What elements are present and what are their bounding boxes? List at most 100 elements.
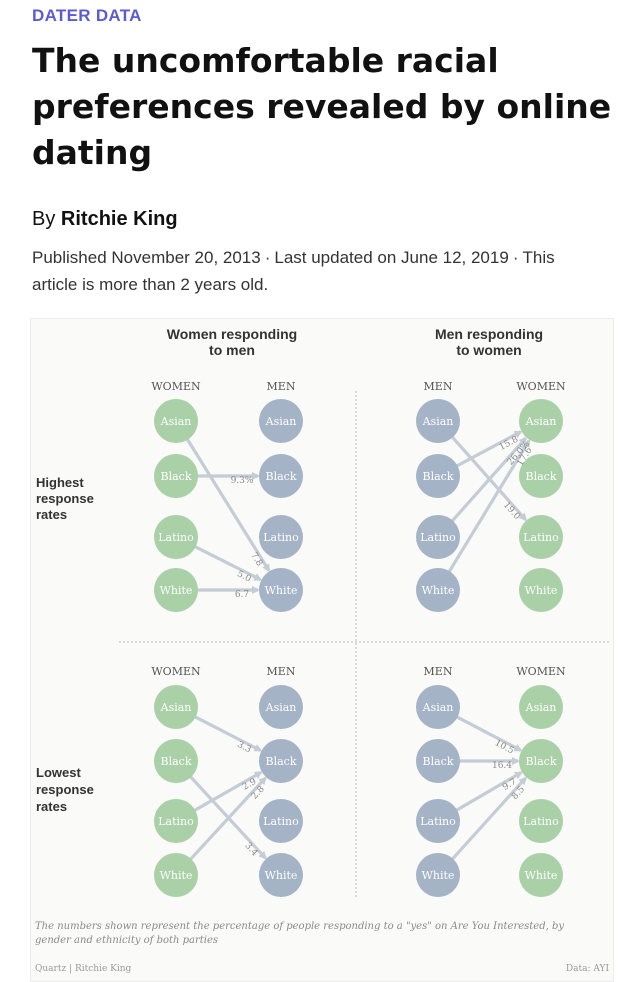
- publish-meta: Published November 20, 2013 · Last updated…: [32, 248, 555, 294]
- node-label: White: [422, 584, 455, 597]
- node-label: Black: [423, 470, 454, 483]
- women-node-asian: [519, 399, 563, 443]
- edge-value-label: 19.0: [501, 500, 522, 522]
- data-source: Data: AYI: [566, 964, 610, 974]
- node-label: Black: [526, 755, 557, 768]
- edge-value-label: 16.4: [492, 761, 512, 771]
- group-label-men: MEN: [267, 380, 296, 393]
- node-label: Black: [423, 755, 454, 768]
- flow-arrow: [454, 714, 523, 752]
- edge-value-label: 3.3: [235, 740, 253, 756]
- flow-arrow: [192, 771, 263, 813]
- published-date: Published November 20, 2013: [32, 248, 261, 267]
- edge-value-label: 10.5: [493, 738, 516, 756]
- node-label: Black: [266, 755, 297, 768]
- node-label: Asian: [160, 415, 192, 428]
- infographic-svg: Asian Black Latino White Asian Black Latino Whi…: [35, 326, 610, 974]
- column-title-left: to men: [209, 342, 255, 358]
- node-label: White: [422, 869, 455, 882]
- row-title-top: response: [36, 491, 94, 506]
- men-node-latino: [416, 799, 460, 843]
- node-label: White: [160, 869, 193, 882]
- women-node-latino: [154, 515, 198, 559]
- men-node-latino: [416, 515, 460, 559]
- byline: By Ritchie King: [32, 208, 178, 231]
- row-title-top: rates: [36, 507, 67, 522]
- men-node-black: [416, 739, 460, 783]
- node-label: Latino: [523, 531, 559, 544]
- section-kicker[interactable]: DATER DATA: [32, 6, 142, 25]
- flow-arrow: [454, 430, 523, 468]
- women-node-black: [519, 454, 563, 498]
- node-label: Asian: [525, 415, 557, 428]
- flow-arrow: [188, 776, 267, 862]
- group-label-men: MEN: [267, 665, 296, 678]
- group-label-men: MEN: [424, 380, 453, 393]
- women-node-black: [154, 739, 198, 783]
- women-node-white: [154, 853, 198, 897]
- edge-value-label: 7.8: [248, 551, 264, 569]
- column-title-left: Women responding: [167, 326, 297, 342]
- node-label: Latino: [420, 815, 456, 828]
- women-node-asian: [154, 399, 198, 443]
- node-label: Black: [266, 470, 297, 483]
- group-label-men: MEN: [424, 665, 453, 678]
- article-age-note: This article is more than 2 years old.: [32, 248, 555, 294]
- node-label: Black: [161, 470, 192, 483]
- author-link[interactable]: Ritchie King: [60, 208, 178, 230]
- byline-prefix: By: [32, 208, 56, 230]
- women-node-latino: [519, 799, 563, 843]
- women-node-white: [154, 568, 198, 612]
- women-node-black: [154, 454, 198, 498]
- group-label-women: WOMEN: [151, 665, 201, 678]
- edge-value-label: 5.0: [235, 569, 253, 585]
- women-node-asian: [154, 685, 198, 729]
- article-title: The uncomfortable racial preferences rev…: [32, 41, 612, 172]
- group-label-women: WOMEN: [516, 665, 566, 678]
- node-label: Asian: [525, 701, 557, 714]
- source-credit: Quartz | Ritchie King: [35, 964, 132, 974]
- node-label: Black: [161, 755, 192, 768]
- men-node-asian: [259, 399, 303, 443]
- men-node-black: [259, 454, 303, 498]
- women-node-white: [519, 853, 563, 897]
- node-label: White: [525, 584, 558, 597]
- node-label: Black: [526, 470, 557, 483]
- node-label: Latino: [263, 531, 299, 544]
- node-label: White: [265, 869, 298, 882]
- row-title-bottom: Lowest: [36, 765, 81, 780]
- women-node-latino: [519, 515, 563, 559]
- node-label: White: [265, 584, 298, 597]
- flow-arrow: [185, 437, 271, 573]
- infographic: Asian Black Latino White Asian Black Latino Whi…: [30, 318, 614, 982]
- node-label: Asian: [265, 415, 297, 428]
- node-label: Latino: [420, 531, 456, 544]
- men-node-white: [259, 568, 303, 612]
- flow-arrow: [447, 438, 531, 574]
- men-node-asian: [416, 685, 460, 729]
- group-label-women: WOMEN: [151, 380, 201, 393]
- updated-date: Last updated on June 12, 2019: [274, 248, 509, 267]
- men-node-black: [416, 454, 460, 498]
- men-node-asian: [416, 399, 460, 443]
- men-node-latino: [259, 515, 303, 559]
- edge-value-label: 6.7: [235, 590, 250, 600]
- men-node-latino: [259, 799, 303, 843]
- group-label-women: WOMEN: [516, 380, 566, 393]
- women-node-black: [519, 739, 563, 783]
- edge-value-label: 9.3%: [231, 476, 254, 486]
- row-title-bottom: response: [36, 782, 94, 797]
- men-node-black: [259, 739, 303, 783]
- node-label: Latino: [158, 531, 194, 544]
- footnote: The numbers shown represent the percenta…: [35, 921, 564, 932]
- footnote: gender and ethnicity of both parties: [35, 935, 218, 946]
- flow-arrow: [450, 776, 527, 862]
- men-node-white: [416, 853, 460, 897]
- node-label: Asian: [422, 415, 454, 428]
- flow-arrow: [450, 436, 528, 524]
- column-title-right: to women: [456, 342, 521, 358]
- women-node-asian: [519, 685, 563, 729]
- flow-arrow: [193, 544, 263, 582]
- node-label: Asian: [265, 701, 297, 714]
- row-title-bottom: rates: [36, 799, 67, 814]
